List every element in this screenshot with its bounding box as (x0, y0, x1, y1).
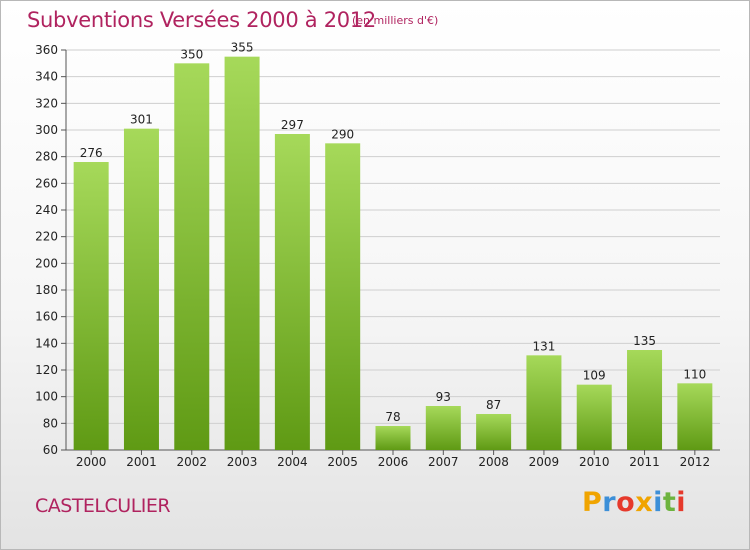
bar (274, 134, 310, 450)
unit-note: (en milliers d'€) (352, 14, 439, 27)
chart-title: Subventions Versées 2000 à 2012 (27, 8, 376, 32)
y-tick-label: 220 (35, 230, 58, 244)
commune-name: CASTELCULIER (35, 495, 171, 517)
x-tick-label: 2009 (529, 455, 560, 469)
y-tick-label: 260 (35, 176, 58, 190)
bar (123, 128, 159, 450)
bars (73, 56, 713, 451)
y-tick-label: 120 (35, 363, 58, 377)
bar (677, 383, 713, 450)
data-label: 350 (180, 47, 203, 61)
data-label: 110 (683, 367, 706, 381)
logo-letter: i (653, 487, 663, 518)
bar (476, 414, 512, 450)
data-label: 276 (80, 146, 103, 160)
x-tick-label: 2004 (277, 455, 308, 469)
x-tick-label: 2001 (126, 455, 157, 469)
y-tick-label: 180 (35, 283, 58, 297)
logo-letter: r (602, 487, 617, 518)
x-tick-label: 2008 (478, 455, 509, 469)
y-tick-label: 280 (35, 150, 58, 164)
y-tick-label: 300 (35, 123, 58, 137)
y-tick-label: 240 (35, 203, 58, 217)
x-tick-label: 2012 (680, 455, 711, 469)
data-label: 355 (231, 41, 254, 55)
x-tick-label: 2010 (579, 455, 610, 469)
x-tick-label: 2002 (176, 455, 207, 469)
y-tick-label: 140 (35, 336, 58, 350)
data-label: 78 (385, 410, 400, 424)
bar (627, 350, 663, 450)
data-label: 290 (331, 127, 354, 141)
bar (576, 384, 612, 450)
logo-letter: P (582, 487, 603, 518)
bar (224, 56, 260, 451)
x-tick-label: 2011 (629, 455, 660, 469)
y-tick-label: 200 (35, 256, 58, 270)
logo-letter: x (635, 487, 654, 518)
grid-lines (66, 49, 720, 451)
bar (375, 426, 411, 450)
axes (61, 49, 720, 455)
x-tick-label: 2007 (428, 455, 459, 469)
x-tick-label: 2005 (327, 455, 358, 469)
y-tick-label: 60 (43, 443, 58, 457)
bar (425, 406, 461, 450)
bar (174, 63, 210, 450)
data-label: 297 (281, 118, 304, 132)
x-tick-label: 2006 (378, 455, 409, 469)
y-tick-label: 320 (35, 96, 58, 110)
logo-letter: o (616, 487, 636, 518)
data-label: 301 (130, 113, 153, 127)
logo-letter: i (676, 487, 687, 518)
proxiti-logo[interactable]: Proxiti (582, 487, 686, 518)
x-tick-label: 2000 (76, 455, 107, 469)
y-tick-label: 80 (43, 416, 58, 430)
data-label: 135 (633, 334, 656, 348)
labels: 60 80 100 120 140 160 180 200 220 240 260 280 300 320… (35, 41, 710, 469)
y-tick-label: 160 (35, 310, 58, 324)
bar (73, 162, 109, 450)
bar (526, 355, 562, 450)
bar (325, 143, 361, 451)
y-tick-label: 360 (35, 43, 58, 57)
data-label: 109 (583, 369, 606, 383)
logo-letter: t (662, 487, 677, 518)
x-tick-label: 2003 (227, 455, 258, 469)
data-label: 93 (436, 390, 451, 404)
data-label: 87 (486, 398, 501, 412)
y-tick-label: 100 (35, 390, 58, 404)
y-tick-label: 340 (35, 70, 58, 84)
data-label: 131 (532, 339, 555, 353)
